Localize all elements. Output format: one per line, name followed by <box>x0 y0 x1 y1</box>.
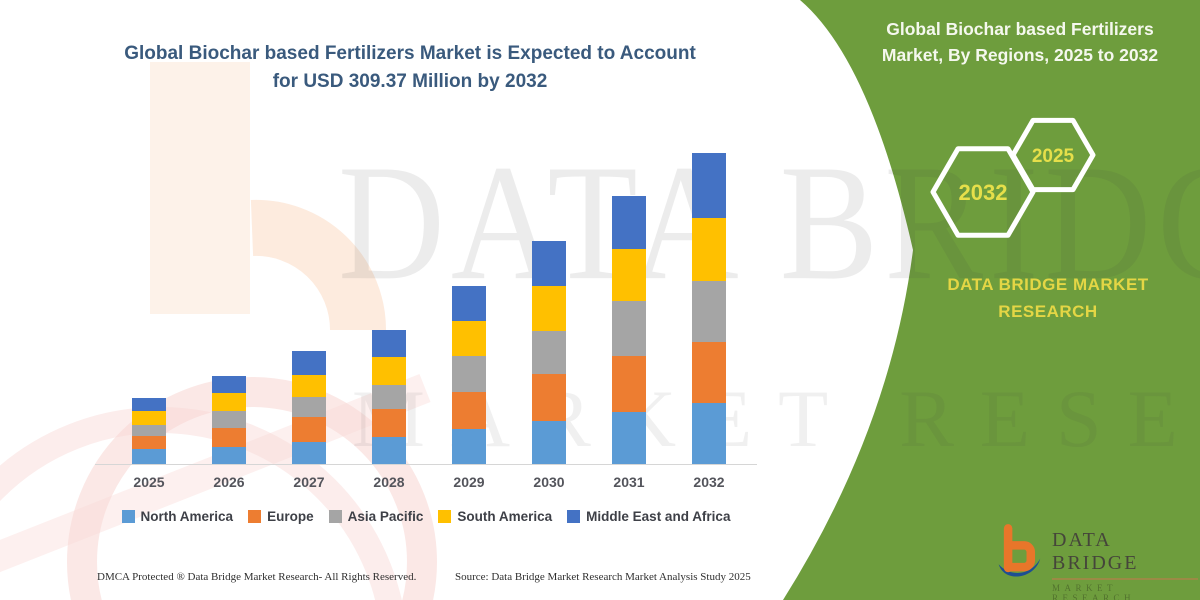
side-panel-title: Global Biochar based Fertilizers Market,… <box>846 16 1194 68</box>
x-axis-label-2028: 2028 <box>373 474 405 490</box>
bar-segment-2026-north-america <box>212 446 246 464</box>
bar-segment-2029-south-america <box>452 321 486 357</box>
legend-label: Europe <box>267 509 314 524</box>
x-axis-label-2032: 2032 <box>693 474 725 490</box>
legend-item-north-america: North America <box>121 509 234 524</box>
bar-segment-2028-south-america <box>372 357 406 385</box>
bar-segment-2027-asia-pacific <box>292 396 326 417</box>
bar-segment-2029-north-america <box>452 428 486 464</box>
brand-text: DATA BRIDGE MARKET RESEARCH <box>898 271 1198 325</box>
logo-monogram-icon <box>998 524 1041 577</box>
chart-title-line2: for USD 309.37 Million by 2032 <box>272 71 548 92</box>
chart-legend: North America Europe Asia Pacific South Ame… <box>95 509 757 524</box>
x-axis-label-2026: 2026 <box>213 474 245 490</box>
x-axis-label-2031: 2031 <box>613 474 645 490</box>
hexagon-2032-label: 2032 <box>959 180 1008 205</box>
legend-swatch-icon <box>248 510 262 523</box>
brand-text-line2: RESEARCH <box>998 302 1098 321</box>
side-panel-title-line1: Global Biochar based Fertilizers <box>886 19 1154 39</box>
company-logo: DATA BRIDGE MARKET RESEARCH <box>993 523 1198 600</box>
stacked-bar-plot <box>95 139 757 465</box>
bar-segment-2031-europe <box>612 356 646 412</box>
bar-segment-2032-middle-east-and-africa <box>692 153 726 218</box>
x-axis-labels: 2025 2026 2027 2028 2029 2030 2031 2032 <box>95 474 757 494</box>
bar-segment-2029-europe <box>452 391 486 429</box>
bar-segment-2030-south-america <box>532 286 566 332</box>
stacked-bar-2031 <box>612 195 646 464</box>
hexagon-year-badges: 2032 2025 <box>930 117 1096 238</box>
bar-segment-2031-middle-east-and-africa <box>612 195 646 249</box>
bar-segment-2026-europe <box>212 427 246 447</box>
bar-segment-2027-europe <box>292 416 326 442</box>
stacked-bar-2029 <box>452 286 486 464</box>
stacked-bar-2026 <box>212 375 246 464</box>
hexagon-2025-label: 2025 <box>1032 146 1075 167</box>
x-axis-label-2025: 2025 <box>133 474 165 490</box>
logo-name: DATA BRIDGE <box>1052 529 1198 580</box>
bar-segment-2026-south-america <box>212 392 246 411</box>
bar-segment-2025-europe <box>132 435 166 449</box>
legend-swatch-icon <box>567 510 581 523</box>
stacked-bar-2028 <box>372 330 406 464</box>
bar-segment-2030-middle-east-and-africa <box>532 240 566 287</box>
x-axis-label-2029: 2029 <box>453 474 485 490</box>
bar-segment-2025-north-america <box>132 448 166 464</box>
stacked-bar-2030 <box>532 240 566 464</box>
bar-segment-2028-europe <box>372 408 406 437</box>
legend-label: Asia Pacific <box>347 509 424 524</box>
bar-segment-2032-europe <box>692 342 726 403</box>
bar-segment-2031-asia-pacific <box>612 301 646 357</box>
bar-segment-2027-north-america <box>292 441 326 464</box>
brand-text-line1: DATA BRIDGE MARKET <box>947 275 1149 294</box>
bar-segment-2031-north-america <box>612 411 646 464</box>
footer-copyright: DMCA Protected ® Data Bridge Market Rese… <box>97 571 417 583</box>
bar-segment-2032-asia-pacific <box>692 281 726 343</box>
bar-segment-2028-asia-pacific <box>372 384 406 409</box>
stacked-bar-2027 <box>292 351 326 464</box>
legend-item-europe: Europe <box>248 509 314 524</box>
bar-segment-2032-north-america <box>692 402 726 464</box>
logo-subtext: MARKET RESEARCH <box>1052 583 1136 600</box>
bar-segment-2025-asia-pacific <box>132 424 166 436</box>
stacked-bar-2032 <box>692 153 726 464</box>
bar-segment-2031-south-america <box>612 248 646 302</box>
bar-segment-2026-asia-pacific <box>212 410 246 428</box>
legend-swatch-icon <box>121 510 135 523</box>
bar-segment-2025-south-america <box>132 410 166 425</box>
bar-segment-2029-asia-pacific <box>452 356 486 392</box>
legend-item-middle-east-and-africa: Middle East and Africa <box>567 509 730 524</box>
bar-segment-2032-south-america <box>692 217 726 282</box>
bar-segment-2027-middle-east-and-africa <box>292 351 326 375</box>
legend-swatch-icon <box>328 510 342 523</box>
hexagon-2032 <box>930 146 1036 238</box>
stacked-bar-2025 <box>132 397 166 464</box>
bar-segment-2029-middle-east-and-africa <box>452 286 486 322</box>
legend-swatch-icon <box>438 510 452 523</box>
bar-segment-2025-middle-east-and-africa <box>132 397 166 411</box>
chart-title: Global Biochar based Fertilizers Market … <box>90 40 730 96</box>
bar-segment-2027-south-america <box>292 374 326 397</box>
bar-segment-2026-middle-east-and-africa <box>212 375 246 393</box>
hexagon-2025 <box>1010 117 1096 193</box>
bar-segment-2028-north-america <box>372 436 406 464</box>
footer-source: Source: Data Bridge Market Research Mark… <box>455 571 751 583</box>
x-axis-label-2030: 2030 <box>533 474 565 490</box>
side-panel-title-line2: Market, By Regions, 2025 to 2032 <box>881 45 1159 65</box>
legend-label: Middle East and Africa <box>586 509 731 524</box>
legend-item-asia-pacific: Asia Pacific <box>328 509 424 524</box>
logo-text: DATA BRIDGE MARKET RESEARCH <box>1052 529 1198 600</box>
legend-item-south-america: South America <box>438 509 552 524</box>
legend-label: North America <box>140 509 234 524</box>
bar-segment-2030-north-america <box>532 420 566 464</box>
bar-segment-2030-asia-pacific <box>532 331 566 374</box>
bar-segment-2030-europe <box>532 373 566 421</box>
legend-label: South America <box>457 509 553 524</box>
x-axis-label-2027: 2027 <box>293 474 325 490</box>
bar-segment-2028-middle-east-and-africa <box>372 330 406 358</box>
chart-title-line1: Global Biochar based Fertilizers Market … <box>124 43 696 64</box>
